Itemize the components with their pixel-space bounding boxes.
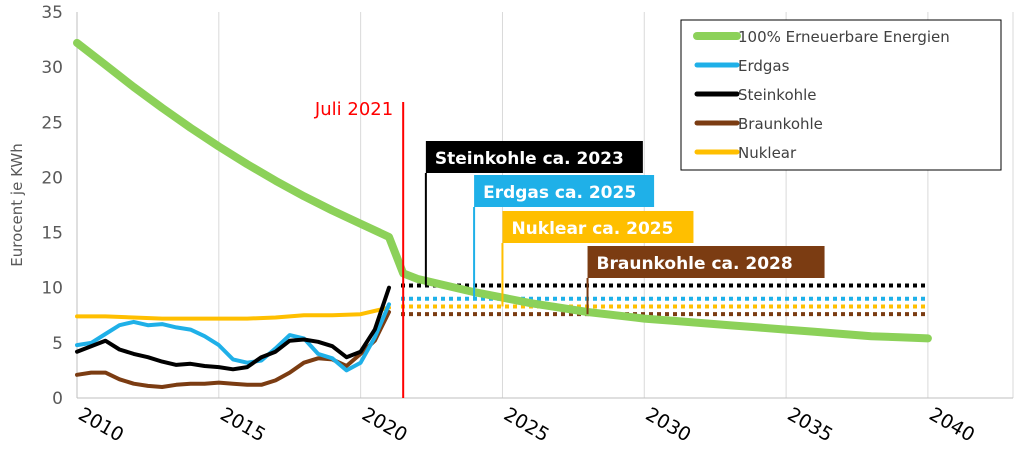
y-tick-label: 0 [52, 389, 63, 409]
annotation-box [474, 175, 655, 207]
legend-label: Nuklear [738, 144, 797, 162]
annotation-label: Nuklear ca. 2025 [511, 219, 673, 239]
date-marker: Juli 2021 [314, 99, 405, 398]
annotation-label: Braunkohle ca. 2028 [597, 254, 793, 274]
y-tick-label: 10 [41, 279, 63, 299]
series-line-steinkohle [75, 285, 391, 372]
x-tick-label: 2010 [75, 403, 128, 446]
y-axis-label: Eurocent je KWh [8, 143, 26, 266]
y-tick-label: 30 [41, 58, 63, 78]
x-tick-label: 2030 [642, 403, 695, 446]
legend: 100% Erneuerbare Energien Erdgas Steinkohl… [680, 19, 1002, 171]
legend-label: 100% Erneuerbare Energien [738, 28, 950, 46]
annotation-box [425, 141, 643, 173]
x-tick-label: 2040 [925, 403, 978, 446]
annotations: Steinkohle ca. 2023 Erdgas ca. 2025 Nuklea… [424, 141, 825, 315]
x-tick-label: 2025 [500, 403, 553, 446]
x-tick-label: 2035 [784, 403, 837, 446]
y-tick-label: 25 [41, 113, 63, 133]
y-axis: 0 5 10 15 20 25 30 35 [41, 3, 63, 409]
legend-label: Erdgas [738, 57, 790, 75]
series-line-erneuerbare [73, 38, 932, 343]
annotation-label: Steinkohle ca. 2023 [435, 149, 624, 169]
annotation-label: Erdgas ca. 2025 [483, 183, 636, 203]
y-tick-label: 5 [52, 334, 63, 354]
y-tick-label: 35 [41, 3, 63, 23]
grid [76, 12, 1014, 399]
marker-label: Juli 2021 [314, 99, 393, 120]
annotation-box [587, 246, 825, 278]
x-axis: 2010 2015 2020 2025 2030 2035 2040 [75, 403, 979, 446]
series-line-nuklear [75, 305, 391, 321]
annotation-box [502, 211, 694, 243]
y-tick-label: 20 [41, 168, 63, 188]
legend-label: Braunkohle [738, 115, 823, 133]
x-tick-label: 2015 [216, 403, 269, 446]
series-lines [73, 38, 932, 389]
x-tick-label: 2020 [358, 403, 411, 446]
series-line-erdgas [75, 302, 391, 373]
y-tick-label: 15 [41, 224, 63, 244]
legend-label: Steinkohle [738, 86, 817, 104]
